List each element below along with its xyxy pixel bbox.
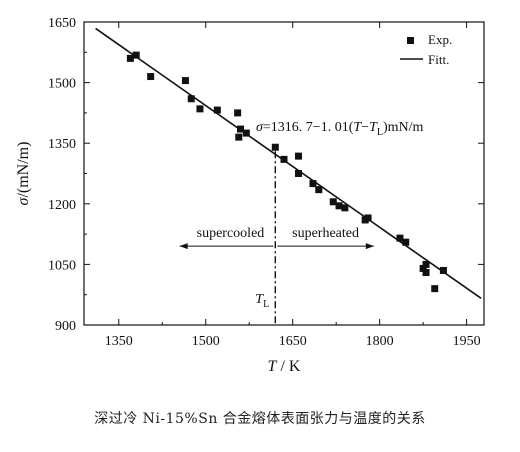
data-point — [237, 125, 245, 133]
annotations: σ=1316. 7−1. 01(T−TL)mN/m TL supercooled su… — [179, 120, 424, 325]
data-point — [431, 285, 439, 293]
y-tick-label: 900 — [55, 319, 76, 334]
data-point — [132, 51, 140, 59]
y-tick-label: 1350 — [48, 137, 76, 152]
x-tick-label: 1950 — [453, 334, 481, 349]
data-point — [213, 106, 221, 114]
data-point — [419, 264, 427, 272]
data-point — [187, 95, 195, 103]
data-point — [402, 238, 410, 246]
data-marks — [95, 27, 482, 299]
data-point — [396, 234, 404, 242]
liquidus-label: TL — [255, 292, 269, 310]
legend-label-exp: Exp. — [428, 32, 452, 47]
supercooled-arrow-head — [179, 243, 188, 250]
data-point — [271, 143, 279, 151]
data-point — [294, 152, 302, 160]
axes: 1350 1500 1650 1800 1950 900 1050 1200 1350 1500 1… — [15, 16, 485, 375]
chart: 1350 1500 1650 1800 1950 900 1050 1200 1350 1500 1… — [15, 16, 485, 375]
y-tick-label: 1050 — [48, 258, 76, 273]
legend: Exp. Fitt. — [400, 32, 452, 67]
x-tick-label: 1500 — [192, 334, 220, 349]
data-point — [315, 186, 323, 194]
x-axis-title: T / K — [268, 358, 301, 375]
fit-line — [95, 27, 482, 299]
legend-marker-exp — [407, 37, 414, 44]
y-tick-label: 1650 — [48, 16, 76, 31]
superheated-label: superheated — [292, 226, 359, 241]
data-point — [439, 266, 447, 274]
data-point — [196, 105, 204, 113]
data-point — [147, 73, 155, 81]
data-point — [422, 260, 430, 268]
data-point — [126, 54, 134, 62]
data-point — [309, 180, 317, 188]
supercooled-label: supercooled — [197, 226, 265, 241]
data-point — [364, 214, 372, 222]
x-tick-label: 1650 — [279, 334, 307, 349]
data-point — [234, 109, 242, 117]
data-point — [294, 170, 302, 177]
data-point — [235, 133, 243, 141]
data-point — [329, 198, 337, 206]
legend-label-fitt: Fitt. — [428, 52, 449, 67]
y-axis-title: σ/(mN/m) — [15, 142, 32, 206]
data-point — [335, 202, 343, 210]
data-point — [181, 77, 189, 85]
superheated-arrow-head — [365, 243, 374, 250]
x-tick-label: 1350 — [105, 334, 133, 349]
figure-caption: 深过冷 Ni-15%Sn 合金熔体表面张力与温度的关系 — [94, 411, 426, 427]
data-point — [341, 204, 349, 212]
x-tick-label: 1800 — [366, 334, 394, 349]
y-tick-label: 1500 — [48, 77, 76, 92]
plot-frame — [83, 21, 485, 326]
data-point — [280, 155, 288, 163]
data-point — [242, 129, 250, 137]
data-point — [422, 268, 430, 276]
equation-label: σ=1316. 7−1. 01(T−TL)mN/m — [256, 120, 424, 138]
y-tick-label: 1200 — [48, 198, 76, 213]
